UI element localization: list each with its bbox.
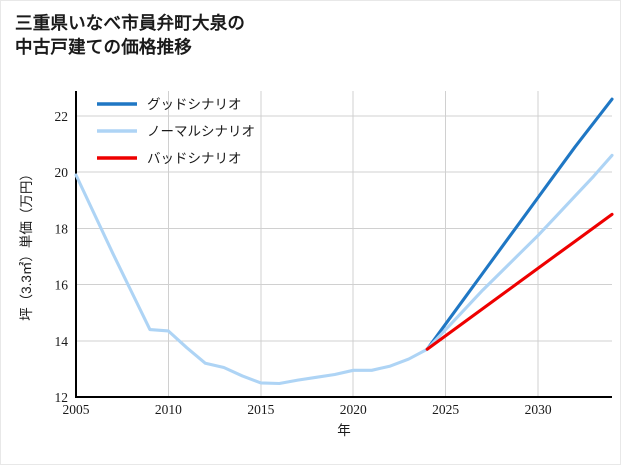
y-tick-label: 22 (55, 109, 69, 124)
x-axis-tick-labels: 2005 2010 2015 2020 2025 2030 (63, 402, 552, 417)
y-tick-label: 18 (55, 221, 69, 236)
y-tick-label: 12 (55, 390, 69, 405)
series-line (425, 212, 614, 351)
y-tick-label: 16 (55, 278, 69, 293)
y-axis-tick-labels: 12 14 16 18 20 22 (55, 109, 69, 405)
x-tick-label: 2015 (247, 402, 274, 417)
page-title: 三重県いなべ市員弁町大泉の 中古戸建ての価格推移 (15, 13, 246, 58)
legend-label: グッドシナリオ (147, 97, 242, 112)
series-line (425, 97, 614, 351)
legend-label: バッドシナリオ (147, 151, 242, 166)
data-series (74, 97, 614, 386)
legend-label: ノーマルシナリオ (147, 124, 255, 139)
series-line (74, 153, 614, 386)
y-tick-label: 14 (55, 334, 69, 349)
x-axis-title: 年 (337, 423, 351, 438)
grid-lines (75, 91, 612, 397)
x-tick-label: 2010 (155, 402, 182, 417)
x-tick-label: 2020 (340, 402, 367, 417)
x-tick-label: 2030 (525, 402, 552, 417)
y-axis-title: 坪（3.3㎡）単価（万円） (19, 167, 34, 321)
axis-lines (74, 91, 612, 399)
axis-titles: 年 坪（3.3㎡）単価（万円） (19, 167, 351, 438)
y-tick-label: 20 (55, 165, 69, 180)
x-tick-label: 2025 (432, 402, 459, 417)
x-tick-label: 2005 (63, 402, 90, 417)
